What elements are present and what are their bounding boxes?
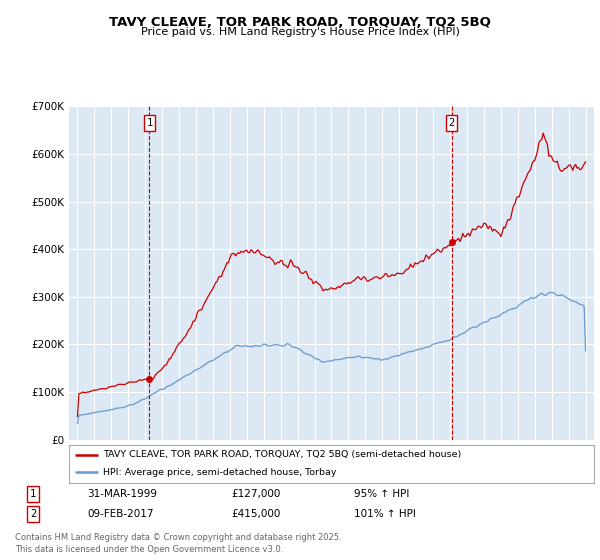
- Text: 95% ↑ HPI: 95% ↑ HPI: [354, 489, 409, 499]
- Text: 1: 1: [146, 118, 152, 128]
- Text: 31-MAR-1999: 31-MAR-1999: [87, 489, 157, 499]
- Text: £127,000: £127,000: [231, 489, 280, 499]
- Text: TAVY CLEAVE, TOR PARK ROAD, TORQUAY, TQ2 5BQ: TAVY CLEAVE, TOR PARK ROAD, TORQUAY, TQ2…: [109, 16, 491, 29]
- Text: £415,000: £415,000: [231, 509, 280, 519]
- Text: 2: 2: [449, 118, 455, 128]
- Text: 09-FEB-2017: 09-FEB-2017: [87, 509, 154, 519]
- Text: 1: 1: [30, 489, 36, 499]
- Text: TAVY CLEAVE, TOR PARK ROAD, TORQUAY, TQ2 5BQ (semi-detached house): TAVY CLEAVE, TOR PARK ROAD, TORQUAY, TQ2…: [103, 450, 461, 459]
- Text: 2: 2: [30, 509, 36, 519]
- Text: 101% ↑ HPI: 101% ↑ HPI: [354, 509, 416, 519]
- Text: Contains HM Land Registry data © Crown copyright and database right 2025.
This d: Contains HM Land Registry data © Crown c…: [15, 533, 341, 554]
- Text: Price paid vs. HM Land Registry's House Price Index (HPI): Price paid vs. HM Land Registry's House …: [140, 27, 460, 37]
- Text: HPI: Average price, semi-detached house, Torbay: HPI: Average price, semi-detached house,…: [103, 468, 337, 477]
